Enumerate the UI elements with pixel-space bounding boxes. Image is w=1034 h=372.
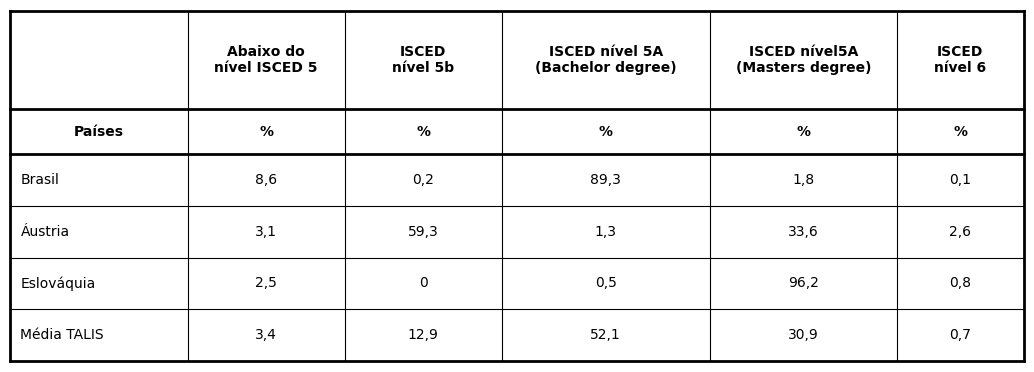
Text: %: % [417,125,430,138]
Text: 1,8: 1,8 [792,173,815,187]
Text: 96,2: 96,2 [788,276,819,291]
Text: 33,6: 33,6 [788,225,819,239]
Text: 0,8: 0,8 [949,276,971,291]
Text: Países: Países [74,125,124,138]
Text: 59,3: 59,3 [407,225,438,239]
Text: 0,7: 0,7 [949,328,971,342]
Text: 2,5: 2,5 [255,276,277,291]
Text: 0,5: 0,5 [595,276,616,291]
Text: Áustria: Áustria [21,225,69,239]
Text: ISCED nível5A
(Masters degree): ISCED nível5A (Masters degree) [735,45,871,75]
Text: 0,1: 0,1 [949,173,971,187]
Text: %: % [260,125,273,138]
Text: Eslováquia: Eslováquia [21,276,96,291]
Text: ISCED
nível 5b: ISCED nível 5b [392,45,454,75]
Text: 2,6: 2,6 [949,225,971,239]
Text: Brasil: Brasil [21,173,59,187]
Text: 0: 0 [419,276,428,291]
Text: ISCED
nível 6: ISCED nível 6 [935,45,986,75]
Text: 8,6: 8,6 [255,173,277,187]
Text: 1,3: 1,3 [595,225,616,239]
Text: 30,9: 30,9 [788,328,819,342]
Text: 52,1: 52,1 [590,328,621,342]
Text: ISCED nível 5A
(Bachelor degree): ISCED nível 5A (Bachelor degree) [535,45,676,75]
Text: Abaixo do
nível ISCED 5: Abaixo do nível ISCED 5 [214,45,317,75]
Text: 3,4: 3,4 [255,328,277,342]
Text: %: % [953,125,968,138]
Text: %: % [796,125,811,138]
Text: 0,2: 0,2 [413,173,434,187]
Text: 89,3: 89,3 [590,173,621,187]
Text: 3,1: 3,1 [255,225,277,239]
Text: 12,9: 12,9 [407,328,438,342]
Text: %: % [599,125,613,138]
Text: Média TALIS: Média TALIS [21,328,104,342]
